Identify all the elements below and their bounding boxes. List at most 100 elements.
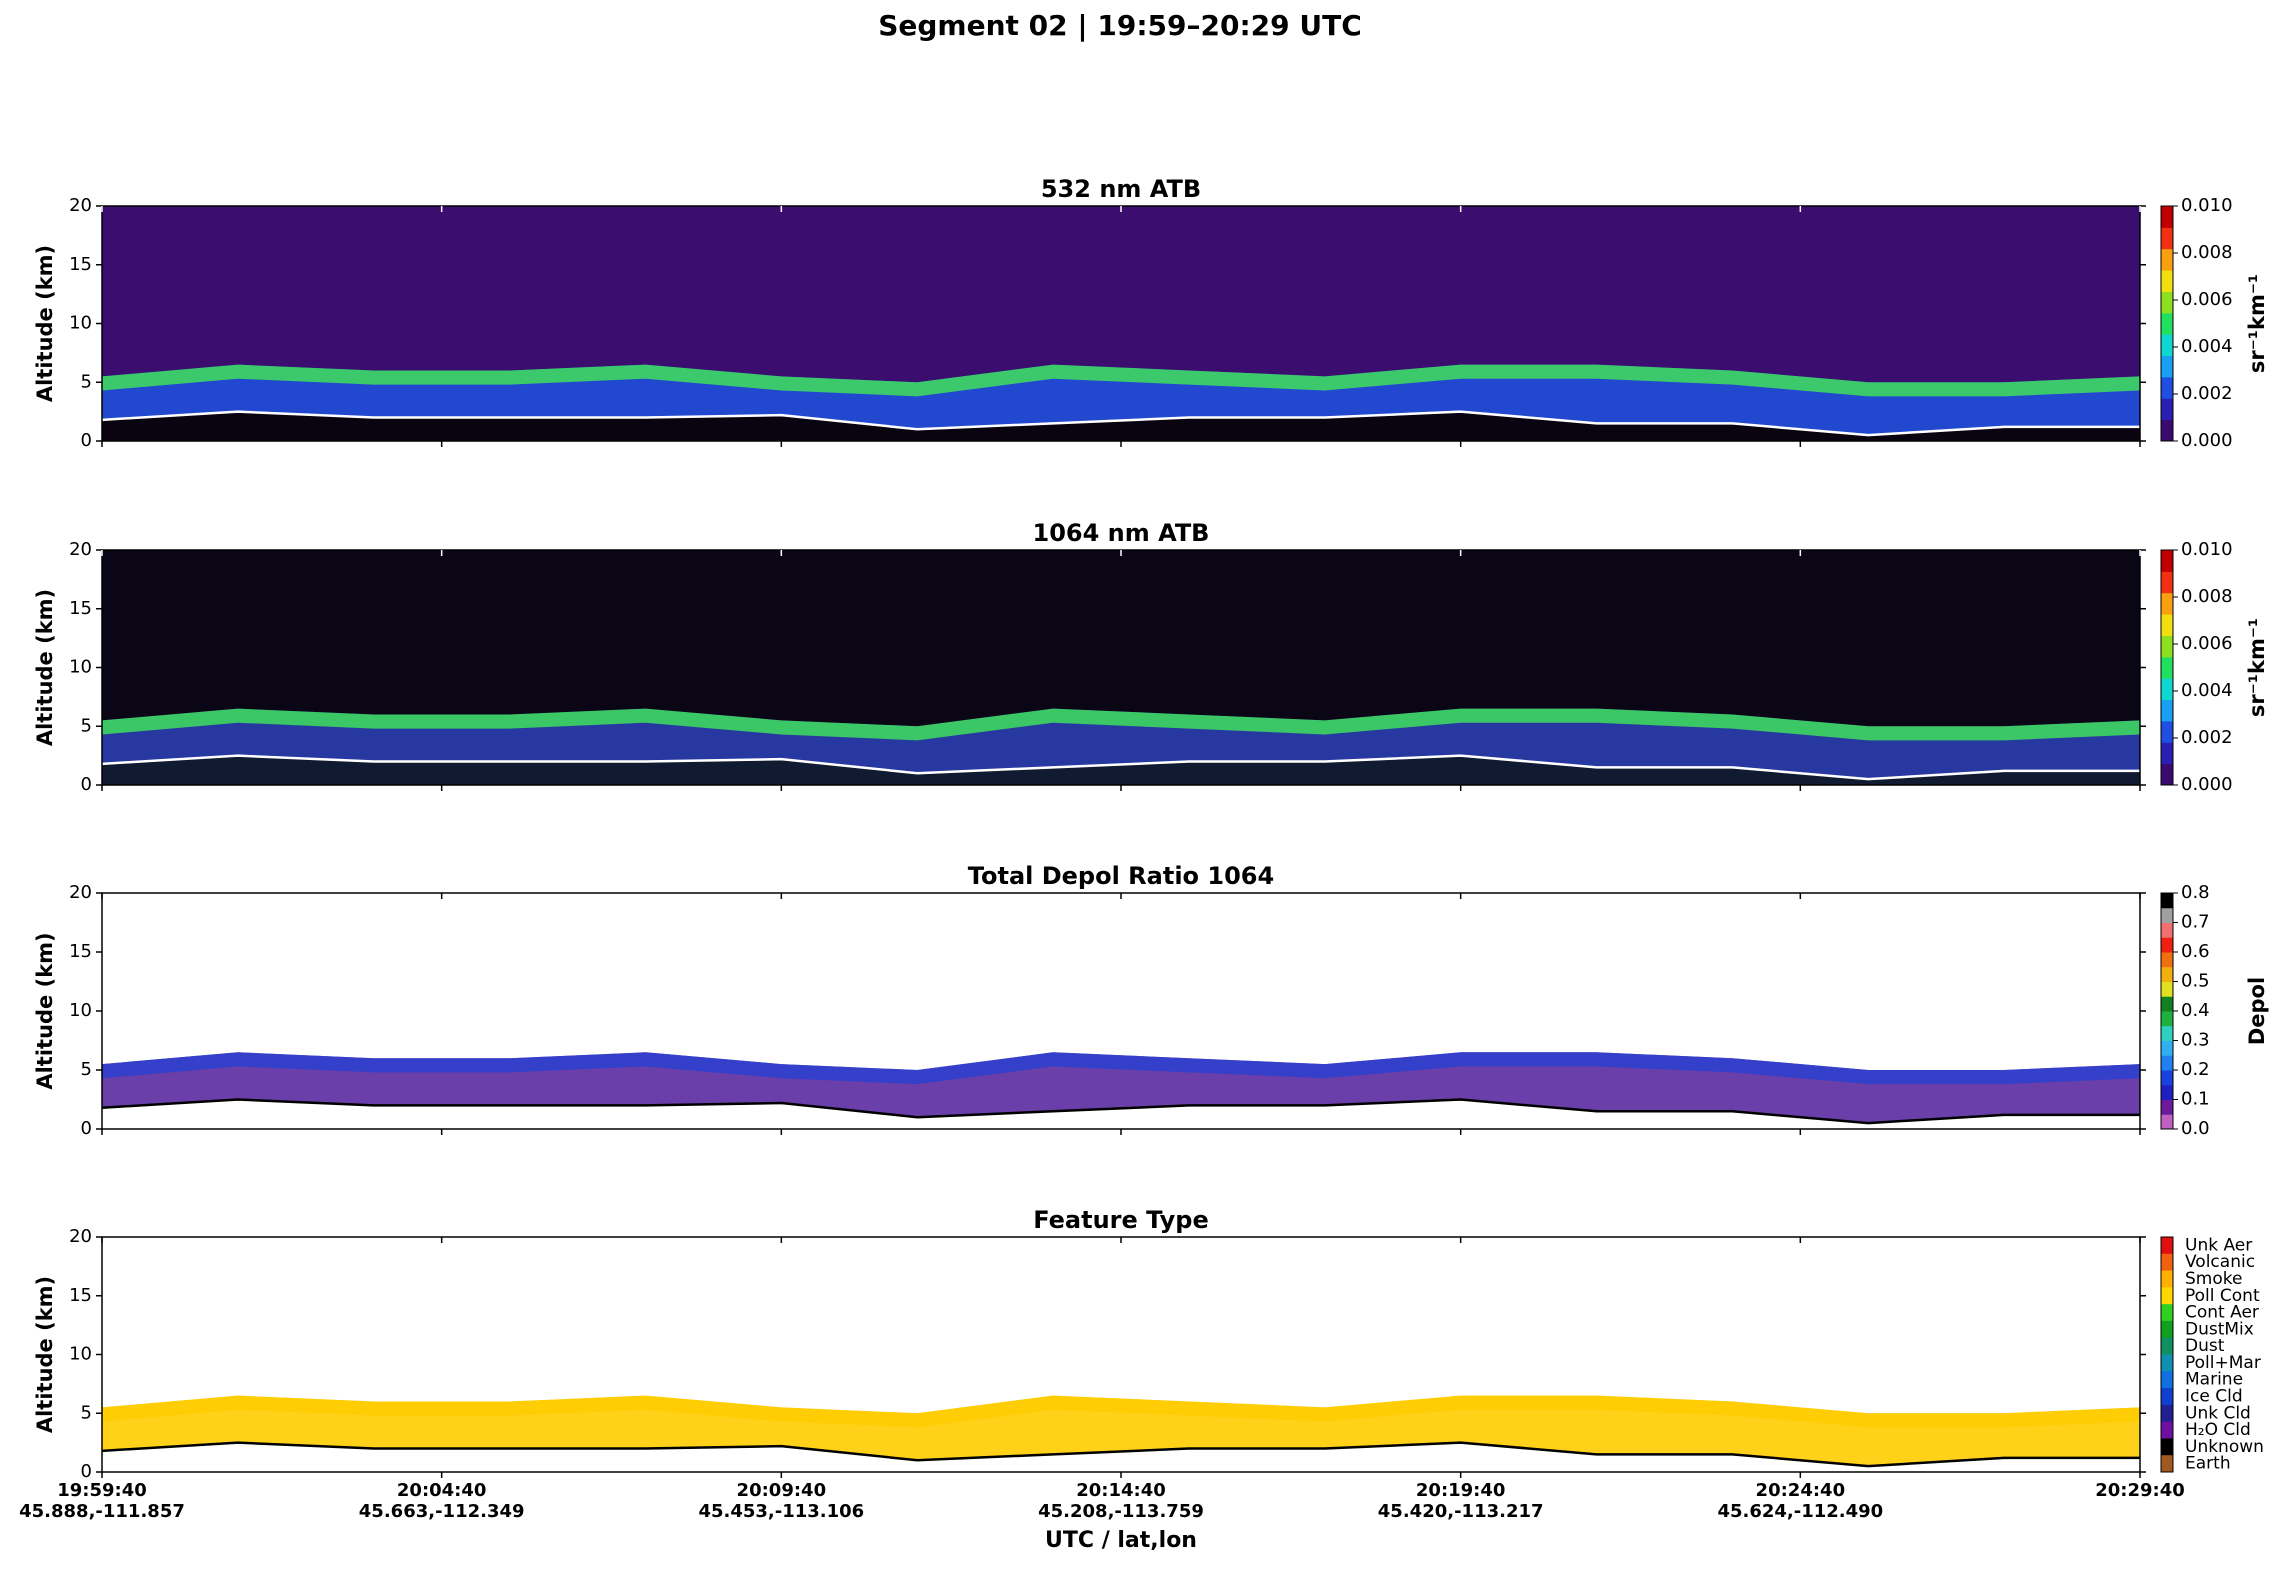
colorbar-frame <box>2160 892 2174 1130</box>
legend-label: Volcanic <box>2185 1252 2255 1272</box>
colorbar-segment <box>2161 720 2173 743</box>
colorbar-tick-label: 0.000 <box>2181 430 2233 451</box>
panel-title: Total Depol Ratio 1064 <box>968 862 1274 890</box>
colorbar-label: sr⁻¹km⁻¹ <box>2245 618 2269 717</box>
legend-label: Marine <box>2185 1370 2243 1390</box>
legend-swatch <box>2161 1404 2173 1423</box>
legend-label: DustMix <box>2185 1319 2254 1339</box>
x-tick-coords: 45.453,-113.106 <box>698 1501 864 1522</box>
y-axis-label: Altitude (km) <box>33 245 57 402</box>
y-tick-label: 10 <box>69 1344 92 1365</box>
colorbar-tick-label: 0.004 <box>2181 680 2233 701</box>
y-tick-label: 0 <box>81 1461 92 1482</box>
legend-swatch <box>2161 1304 2173 1322</box>
colorbar-tick-label: 0.2 <box>2181 1059 2210 1080</box>
colorbar-segment <box>2161 1011 2173 1027</box>
y-tick-label: 10 <box>69 657 92 678</box>
colorbar-tick-label: 0.006 <box>2181 633 2233 654</box>
colorbar-segment <box>2161 763 2173 786</box>
colorbar-tick-label: 0.6 <box>2181 941 2210 962</box>
colorbar-frame <box>2160 1236 2174 1473</box>
surface-line <box>101 754 2140 781</box>
legend-label: Unk Aer <box>2185 1235 2252 1255</box>
x-tick-label: 20:29:40 <box>2095 1480 2185 1501</box>
colorbar-segment <box>2161 248 2173 271</box>
colorbar-segment <box>2161 376 2173 399</box>
y-axis-label: Altitude (km) <box>33 1276 57 1433</box>
legend-swatch <box>2161 1253 2173 1272</box>
surface-line <box>101 410 2140 437</box>
x-tick-label: 20:09:40 <box>737 1480 827 1501</box>
x-tick-label: 20:14:40 <box>1076 1480 1166 1501</box>
colorbar-tick-label: 0.008 <box>2181 242 2233 263</box>
y-axis-label: Altitude (km) <box>33 932 57 1089</box>
y-tick-label: 10 <box>69 1000 92 1021</box>
colorbar-segment <box>2161 635 2173 658</box>
y-tick-label: 20 <box>69 1226 92 1247</box>
colorbar-tick-label: 0.000 <box>2181 774 2233 795</box>
y-tick-label: 20 <box>69 882 92 903</box>
colorbar-segment <box>2161 1099 2173 1115</box>
x-axis-label: UTC / lat,lon <box>1045 1528 1197 1553</box>
legend-label: Unknown <box>2185 1437 2264 1457</box>
colorbar-tick-label: 0.0 <box>2181 1118 2210 1139</box>
colorbar-frame <box>2160 549 2174 786</box>
colorbar-tick-label: 0.5 <box>2181 971 2210 992</box>
x-tick-label: 19:59:40 <box>57 1480 147 1501</box>
panel-title: 1064 nm ATB <box>1033 519 1210 547</box>
colorbar-segment <box>2161 227 2173 250</box>
colorbar-tick-label: 0.3 <box>2181 1030 2210 1051</box>
layer-top-band <box>102 364 2140 397</box>
legend-swatch <box>2161 1270 2173 1288</box>
panel-title: Feature Type <box>1033 1206 1209 1234</box>
surface-line <box>101 1441 2140 1468</box>
colorbar-segment <box>2161 334 2173 357</box>
colorbar-tick-label: 0.010 <box>2181 539 2233 560</box>
legend-swatch <box>2161 1421 2173 1439</box>
colorbar-tick-label: 0.4 <box>2181 1000 2210 1021</box>
colorbar-segment <box>2161 312 2173 335</box>
colorbar-segment <box>2161 398 2173 421</box>
legend-swatch <box>2161 1371 2173 1389</box>
y-tick-label: 5 <box>81 715 92 736</box>
ground-region <box>102 1442 2140 1472</box>
legend-swatch <box>2161 1337 2173 1355</box>
y-tick-label: 15 <box>69 1285 92 1306</box>
y-tick-label: 20 <box>69 195 92 216</box>
x-tick-label: 20:24:40 <box>1756 1480 1846 1501</box>
y-tick-label: 15 <box>69 254 92 275</box>
y-tick-label: 0 <box>81 774 92 795</box>
colorbar-segment <box>2161 550 2173 572</box>
colorbar-segment <box>2161 614 2173 636</box>
legend-label: Cont Aer <box>2185 1303 2259 1323</box>
colorbar-tick-label: 0.002 <box>2181 383 2233 404</box>
colorbar-segment <box>2161 206 2173 228</box>
y-tick-label: 10 <box>69 313 92 334</box>
x-tick-coords: 45.624,-112.490 <box>1717 1501 1883 1522</box>
colorbar-segment <box>2161 571 2173 594</box>
y-tick-label: 15 <box>69 941 92 962</box>
colorbar-segment <box>2161 1055 2173 1071</box>
colorbar-segment <box>2161 1070 2173 1086</box>
legend-swatch <box>2161 1455 2173 1473</box>
colorbar-segment <box>2161 1040 2173 1056</box>
colorbar-tick-label: 0.010 <box>2181 195 2233 216</box>
y-tick-label: 0 <box>81 430 92 451</box>
legend-swatch <box>2161 1237 2173 1255</box>
ground-region <box>102 411 2140 441</box>
colorbar-tick-label: 0.8 <box>2181 882 2210 903</box>
colorbar-segment <box>2161 907 2173 923</box>
colorbar-segment <box>2161 270 2173 292</box>
legend-swatch <box>2161 1438 2173 1456</box>
colorbar-segment <box>2161 355 2173 378</box>
colorbar-segment <box>2161 952 2173 968</box>
colorbar-frame <box>2160 205 2174 442</box>
colorbar-segment <box>2161 922 2173 938</box>
colorbar-segment <box>2161 893 2173 909</box>
colorbar-segment <box>2161 937 2173 953</box>
colorbar-segment <box>2161 291 2173 314</box>
legend-label: Poll Cont <box>2185 1286 2260 1306</box>
legend-label: Dust <box>2185 1336 2225 1356</box>
colorbar-tick-label: 0.1 <box>2181 1089 2210 1110</box>
